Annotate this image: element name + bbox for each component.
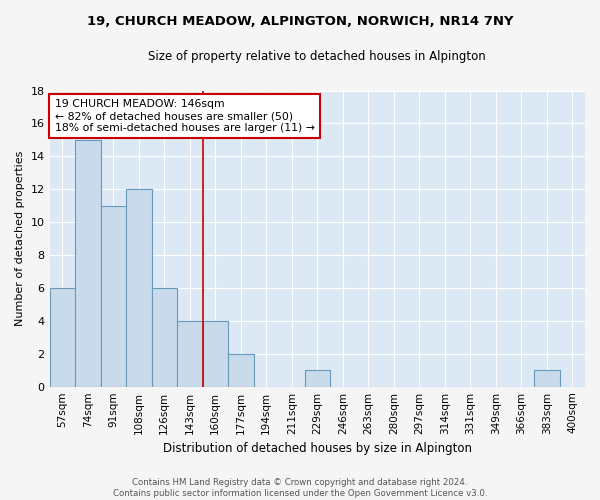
Bar [228,354,254,386]
Title: Size of property relative to detached houses in Alpington: Size of property relative to detached ho… [148,50,486,63]
Text: 19 CHURCH MEADOW: 146sqm
← 82% of detached houses are smaller (50)
18% of semi-d: 19 CHURCH MEADOW: 146sqm ← 82% of detach… [55,100,315,132]
Bar [101,206,126,386]
Text: 19, CHURCH MEADOW, ALPINGTON, NORWICH, NR14 7NY: 19, CHURCH MEADOW, ALPINGTON, NORWICH, N… [87,15,513,28]
X-axis label: Distribution of detached houses by size in Alpington: Distribution of detached houses by size … [163,442,472,455]
Bar [126,190,152,386]
Bar [75,140,101,386]
Bar [152,288,177,386]
Bar [177,321,203,386]
Bar [50,288,75,386]
Bar [203,321,228,386]
Bar [305,370,330,386]
Bar [534,370,560,386]
Y-axis label: Number of detached properties: Number of detached properties [15,151,25,326]
Text: Contains HM Land Registry data © Crown copyright and database right 2024.
Contai: Contains HM Land Registry data © Crown c… [113,478,487,498]
